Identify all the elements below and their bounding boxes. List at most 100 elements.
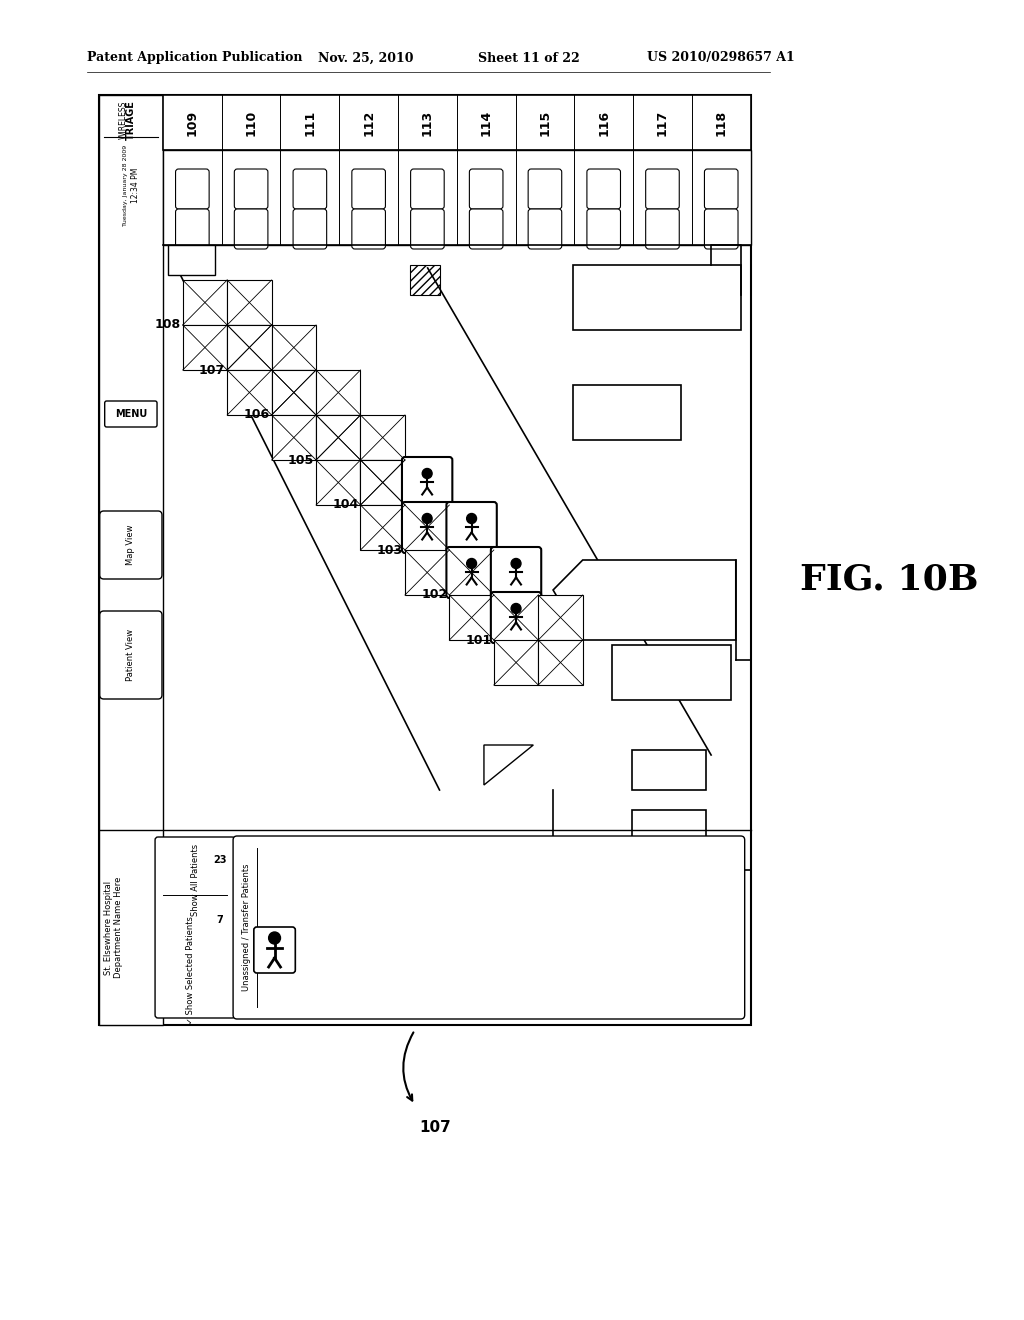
FancyBboxPatch shape bbox=[104, 401, 157, 426]
Text: 113: 113 bbox=[421, 110, 434, 136]
FancyBboxPatch shape bbox=[528, 169, 562, 209]
FancyBboxPatch shape bbox=[254, 927, 295, 973]
Bar bbox=[410, 265, 439, 294]
Text: Nov. 25, 2010: Nov. 25, 2010 bbox=[317, 51, 413, 65]
Bar bbox=[316, 414, 360, 459]
FancyBboxPatch shape bbox=[705, 209, 738, 249]
Text: US 2010/0298657 A1: US 2010/0298657 A1 bbox=[647, 51, 795, 65]
FancyBboxPatch shape bbox=[587, 209, 621, 249]
Text: 102: 102 bbox=[421, 589, 447, 602]
Bar bbox=[632, 750, 707, 789]
Text: 12:34 PM: 12:34 PM bbox=[131, 168, 140, 203]
Bar bbox=[404, 506, 450, 550]
FancyBboxPatch shape bbox=[587, 169, 621, 209]
Text: 107: 107 bbox=[420, 1119, 452, 1135]
Text: WIRELESS: WIRELESS bbox=[119, 100, 127, 139]
Bar bbox=[182, 325, 227, 370]
Bar bbox=[612, 645, 731, 700]
FancyBboxPatch shape bbox=[402, 457, 453, 508]
Text: 110: 110 bbox=[245, 110, 258, 136]
FancyBboxPatch shape bbox=[528, 209, 562, 249]
Bar bbox=[168, 246, 215, 275]
FancyBboxPatch shape bbox=[352, 209, 385, 249]
FancyBboxPatch shape bbox=[411, 209, 444, 249]
Polygon shape bbox=[484, 744, 534, 785]
FancyBboxPatch shape bbox=[99, 611, 162, 700]
FancyBboxPatch shape bbox=[446, 502, 497, 553]
FancyBboxPatch shape bbox=[293, 209, 327, 249]
Bar bbox=[360, 506, 404, 550]
FancyBboxPatch shape bbox=[175, 169, 209, 209]
Text: 111: 111 bbox=[303, 110, 316, 136]
Bar bbox=[572, 265, 740, 330]
Text: Patent Application Publication: Patent Application Publication bbox=[87, 51, 302, 65]
Text: Unassigned / Transfer Patients: Unassigned / Transfer Patients bbox=[243, 863, 252, 991]
Bar bbox=[360, 459, 404, 506]
Text: 112: 112 bbox=[362, 110, 375, 136]
Bar bbox=[271, 370, 316, 414]
Text: 105: 105 bbox=[288, 454, 314, 466]
Text: Show All Patients: Show All Patients bbox=[190, 843, 200, 916]
FancyBboxPatch shape bbox=[352, 169, 385, 209]
Text: 118: 118 bbox=[715, 110, 728, 136]
Bar bbox=[271, 325, 316, 370]
Bar bbox=[450, 595, 494, 640]
Text: TRIAGE: TRIAGE bbox=[126, 100, 136, 140]
Text: 103: 103 bbox=[377, 544, 403, 557]
Bar bbox=[360, 459, 404, 506]
FancyBboxPatch shape bbox=[646, 169, 679, 209]
Text: 109: 109 bbox=[185, 110, 199, 136]
Text: MENU: MENU bbox=[115, 409, 147, 418]
FancyBboxPatch shape bbox=[233, 836, 744, 1019]
Text: Tuesday, January 28 2009: Tuesday, January 28 2009 bbox=[124, 144, 128, 226]
Text: 107: 107 bbox=[199, 363, 225, 376]
FancyBboxPatch shape bbox=[490, 591, 542, 643]
FancyBboxPatch shape bbox=[234, 169, 268, 209]
Bar bbox=[271, 370, 316, 414]
FancyBboxPatch shape bbox=[705, 169, 738, 209]
FancyBboxPatch shape bbox=[175, 209, 209, 249]
Bar bbox=[494, 640, 539, 685]
Bar bbox=[227, 325, 271, 370]
Text: 116: 116 bbox=[597, 110, 610, 136]
Bar bbox=[316, 459, 360, 506]
Bar bbox=[182, 280, 227, 325]
FancyBboxPatch shape bbox=[234, 209, 268, 249]
FancyBboxPatch shape bbox=[293, 169, 327, 209]
Bar bbox=[163, 95, 751, 150]
Text: 114: 114 bbox=[479, 110, 493, 136]
Circle shape bbox=[268, 932, 281, 944]
Text: St. Elsewhere Hospital
Department Name Here: St. Elsewhere Hospital Department Name H… bbox=[103, 876, 123, 978]
Text: 108: 108 bbox=[155, 318, 181, 331]
Circle shape bbox=[467, 513, 476, 524]
FancyBboxPatch shape bbox=[99, 511, 162, 579]
Bar bbox=[271, 414, 316, 459]
FancyBboxPatch shape bbox=[411, 169, 444, 209]
Polygon shape bbox=[553, 560, 736, 640]
Text: 117: 117 bbox=[656, 110, 669, 136]
Bar bbox=[539, 640, 583, 685]
Circle shape bbox=[467, 558, 476, 569]
Bar bbox=[404, 550, 450, 595]
Bar bbox=[360, 414, 404, 459]
Text: ✓ Show Selected Patients: ✓ Show Selected Patients bbox=[185, 916, 195, 1024]
Text: 106: 106 bbox=[244, 408, 269, 421]
FancyBboxPatch shape bbox=[402, 502, 453, 553]
Text: Sheet 11 of 22: Sheet 11 of 22 bbox=[477, 51, 580, 65]
Text: 23: 23 bbox=[213, 855, 227, 865]
Bar bbox=[539, 595, 583, 640]
Bar bbox=[450, 550, 494, 595]
Circle shape bbox=[511, 603, 521, 614]
Text: 7: 7 bbox=[217, 915, 223, 925]
FancyBboxPatch shape bbox=[490, 546, 542, 598]
Text: 115: 115 bbox=[539, 110, 552, 136]
FancyBboxPatch shape bbox=[469, 209, 503, 249]
Text: Patient View: Patient View bbox=[126, 628, 135, 681]
Bar bbox=[494, 595, 539, 640]
Bar bbox=[227, 325, 271, 370]
Bar bbox=[98, 95, 751, 1026]
Circle shape bbox=[511, 558, 521, 569]
Bar bbox=[316, 370, 360, 414]
Bar bbox=[316, 414, 360, 459]
Text: Map View: Map View bbox=[126, 525, 135, 565]
